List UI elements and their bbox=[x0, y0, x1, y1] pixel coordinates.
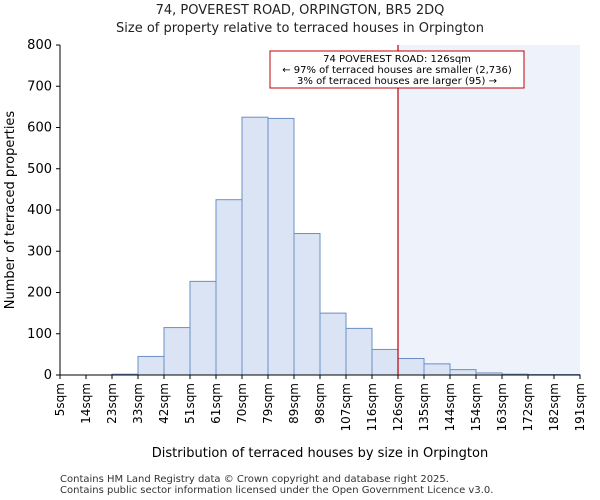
bar bbox=[215, 199, 243, 376]
x-tick-label: 154sqm bbox=[469, 383, 483, 431]
bar bbox=[397, 358, 425, 376]
y-tick-label: 700 bbox=[27, 79, 52, 94]
annotation-line-3: 3% of terraced houses are larger (95) → bbox=[297, 76, 497, 87]
bar bbox=[319, 312, 347, 376]
x-tick-label: 182sqm bbox=[547, 383, 561, 431]
x-tick-label: 144sqm bbox=[443, 383, 457, 431]
y-tick-label: 200 bbox=[27, 286, 52, 301]
y-tick-label: 100 bbox=[27, 327, 52, 342]
annotation-line-1: 74 POVEREST ROAD: 126sqm bbox=[323, 54, 471, 65]
x-tick-label: 79sqm bbox=[261, 383, 275, 424]
annotation-line-2: ← 97% of terraced houses are smaller (2,… bbox=[282, 65, 512, 76]
bar bbox=[267, 117, 295, 376]
x-tick-label: 98sqm bbox=[313, 383, 327, 424]
y-tick-label: 0 bbox=[44, 368, 52, 383]
x-tick-label: 135sqm bbox=[417, 383, 431, 431]
chart-subtitle: Size of property relative to terraced ho… bbox=[116, 21, 484, 36]
bar bbox=[189, 280, 217, 376]
x-tick-label: 126sqm bbox=[391, 383, 405, 431]
y-tick-label: 500 bbox=[27, 162, 52, 177]
x-tick-label: 42sqm bbox=[157, 383, 171, 424]
x-tick-label: 5sqm bbox=[53, 383, 67, 416]
x-axis-title: Distribution of terraced houses by size … bbox=[152, 446, 488, 461]
x-tick-label: 23sqm bbox=[105, 383, 119, 424]
bar bbox=[345, 327, 373, 376]
bar bbox=[371, 348, 399, 376]
bar bbox=[449, 369, 477, 376]
bar bbox=[293, 233, 321, 376]
x-tick-label: 172sqm bbox=[521, 383, 535, 431]
x-tick-label: 107sqm bbox=[339, 383, 353, 431]
y-tick-label: 600 bbox=[27, 121, 52, 136]
footer-line-2: Contains public sector information licen… bbox=[60, 485, 494, 496]
bar bbox=[163, 327, 191, 376]
bar bbox=[241, 116, 269, 376]
y-tick-label: 300 bbox=[27, 244, 52, 259]
x-tick-label: 163sqm bbox=[495, 383, 509, 431]
highlight-region bbox=[398, 45, 580, 375]
annotation-box bbox=[269, 50, 525, 89]
y-tick-label: 800 bbox=[27, 38, 52, 53]
y-tick-label: 400 bbox=[27, 203, 52, 218]
footer-line-1: Contains HM Land Registry data © Crown c… bbox=[60, 474, 449, 485]
x-tick-label: 191sqm bbox=[573, 383, 587, 431]
x-tick-label: 14sqm bbox=[79, 383, 93, 424]
chart-title: 74, POVEREST ROAD, ORPINGTON, BR5 2DQ bbox=[155, 3, 445, 18]
x-tick-label: 116sqm bbox=[365, 383, 379, 431]
x-tick-label: 89sqm bbox=[287, 383, 301, 424]
x-tick-label: 51sqm bbox=[183, 383, 197, 424]
x-tick-label: 33sqm bbox=[131, 383, 145, 424]
x-tick-label: 70sqm bbox=[235, 383, 249, 424]
y-axis-title: Number of terraced properties bbox=[3, 111, 18, 310]
bar bbox=[137, 355, 165, 376]
x-tick-label: 61sqm bbox=[209, 383, 223, 424]
bar bbox=[423, 363, 451, 376]
